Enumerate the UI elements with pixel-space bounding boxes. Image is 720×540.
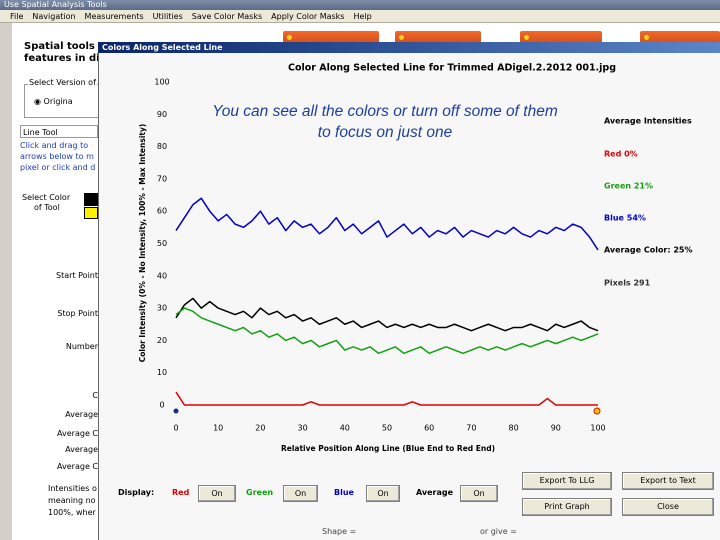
y-tick-label: 100 [154, 78, 169, 87]
line-end [593, 407, 601, 415]
field-label: Start Point [56, 271, 98, 280]
y-axis-label: Color Intensity (0% - No Intensity, 100%… [138, 124, 147, 363]
pixels-label: Pixels 291 [604, 279, 651, 288]
tab [640, 31, 720, 45]
y-tick-label: 80 [157, 142, 167, 151]
toggle-button[interactable]: On [198, 485, 236, 502]
instruction: pixel or click and d [20, 163, 96, 172]
menu-bar: File Navigation Measurements Utilities S… [0, 10, 720, 23]
print-button[interactable]: Print Graph [522, 498, 612, 516]
heading: Spatial tools m [24, 41, 109, 52]
x-tick-label: 80 [509, 424, 519, 433]
app-title: Use Spatial Analysis Tools [0, 0, 720, 10]
annotation-line: You can see all the colors or turn off s… [212, 103, 558, 120]
color-swatch[interactable] [84, 193, 98, 206]
toggle-button[interactable]: On [366, 485, 400, 502]
field-label: C [92, 391, 98, 400]
note: 100%, wher [48, 508, 96, 517]
note: Intensities o [48, 484, 97, 493]
x-tick-label: 90 [551, 424, 561, 433]
legend-entry: Average Color: 25% [604, 246, 693, 255]
field-label: Average C [57, 462, 98, 471]
x-tick-label: 50 [382, 424, 392, 433]
y-tick-label: 50 [157, 239, 167, 248]
x-tick-label: 40 [340, 424, 350, 433]
note: meaning no [48, 496, 96, 505]
field-label: Average C [57, 429, 98, 438]
y-tick-label: 30 [157, 304, 167, 313]
series-line [175, 391, 598, 406]
series-line [175, 297, 599, 332]
instruction: Click and drag to [20, 141, 89, 150]
field-label: Stop Point [57, 309, 98, 318]
select-color: Select Color [22, 193, 71, 202]
select-color: of Tool [34, 203, 60, 212]
x-tick-label: 20 [255, 424, 265, 433]
toggle-button[interactable]: On [460, 485, 498, 502]
y-tick-label: 20 [157, 336, 167, 345]
menu-item[interactable]: Help [353, 12, 372, 21]
toggle-button[interactable]: On [283, 485, 318, 502]
footer-text: or give = [480, 527, 517, 536]
dialog [98, 42, 720, 540]
series-line [175, 197, 599, 251]
y-tick-label: 70 [157, 174, 167, 183]
legend-title: Average Intensities [604, 117, 692, 126]
dialog-title: Colors Along Selected Line [98, 42, 720, 53]
instruction: arrows below to m [20, 152, 94, 161]
close-button[interactable]: Close [622, 498, 714, 516]
legend-entry: Blue 54% [604, 214, 646, 223]
y-tick-label: 10 [157, 368, 167, 377]
toggle-label: Average [416, 488, 454, 497]
display-label: Display: [118, 488, 155, 497]
x-tick-label: 30 [298, 424, 308, 433]
menu-item[interactable]: File [10, 12, 24, 21]
toggle-label: Red [172, 488, 190, 497]
y-tick-label: 40 [157, 271, 167, 280]
tab [283, 31, 379, 45]
menu-item[interactable]: Apply Color Masks [271, 12, 345, 21]
menu-item[interactable]: Navigation [32, 12, 76, 21]
line-tool[interactable]: Line Tool [20, 125, 98, 138]
x-tick-label: 60 [424, 424, 434, 433]
chart-title: Color Along Selected Line for Trimmed AD… [288, 63, 616, 74]
field-label: Average [65, 410, 98, 419]
group-label: Select Version of [28, 78, 97, 87]
x-axis-label: Relative Position Along Line (Blue End t… [281, 444, 495, 453]
tab [395, 31, 481, 45]
toggle-label: Green [246, 488, 274, 497]
export-text-button[interactable]: Export to Text [622, 472, 714, 490]
footer-text: Shape = [322, 527, 357, 536]
field-label: Average [65, 445, 98, 454]
export-llg-button[interactable]: Export To LLG [522, 472, 612, 490]
x-tick-label: 10 [213, 424, 223, 433]
field-label: Number [65, 342, 98, 351]
y-tick-label: 0 [159, 401, 164, 410]
annotation-line: to focus on just one [317, 124, 453, 141]
x-tick-label: 70 [466, 424, 476, 433]
color-swatch[interactable] [84, 207, 98, 219]
menu-item[interactable]: Save Color Masks [191, 12, 263, 21]
line-start [173, 408, 179, 414]
x-tick-label: 0 [173, 424, 178, 433]
radio[interactable]: ◉ Origina [34, 97, 73, 106]
menu-item[interactable]: Utilities [152, 12, 183, 21]
menu-item[interactable]: Measurements [84, 12, 144, 21]
toggle-label: Blue [334, 488, 354, 497]
y-tick-label: 90 [157, 110, 167, 119]
y-tick-label: 60 [157, 207, 167, 216]
legend-entry: Red 0% [604, 150, 638, 159]
heading: features in dig [24, 53, 107, 64]
annotation: You can see all the colors or turn off s… [165, 101, 605, 143]
x-tick-label: 100 [590, 424, 605, 433]
side-strip [0, 23, 12, 540]
tab [520, 31, 602, 45]
legend-entry: Green 21% [604, 182, 653, 191]
series-line [175, 307, 599, 355]
radio-label: Origina [43, 97, 73, 106]
